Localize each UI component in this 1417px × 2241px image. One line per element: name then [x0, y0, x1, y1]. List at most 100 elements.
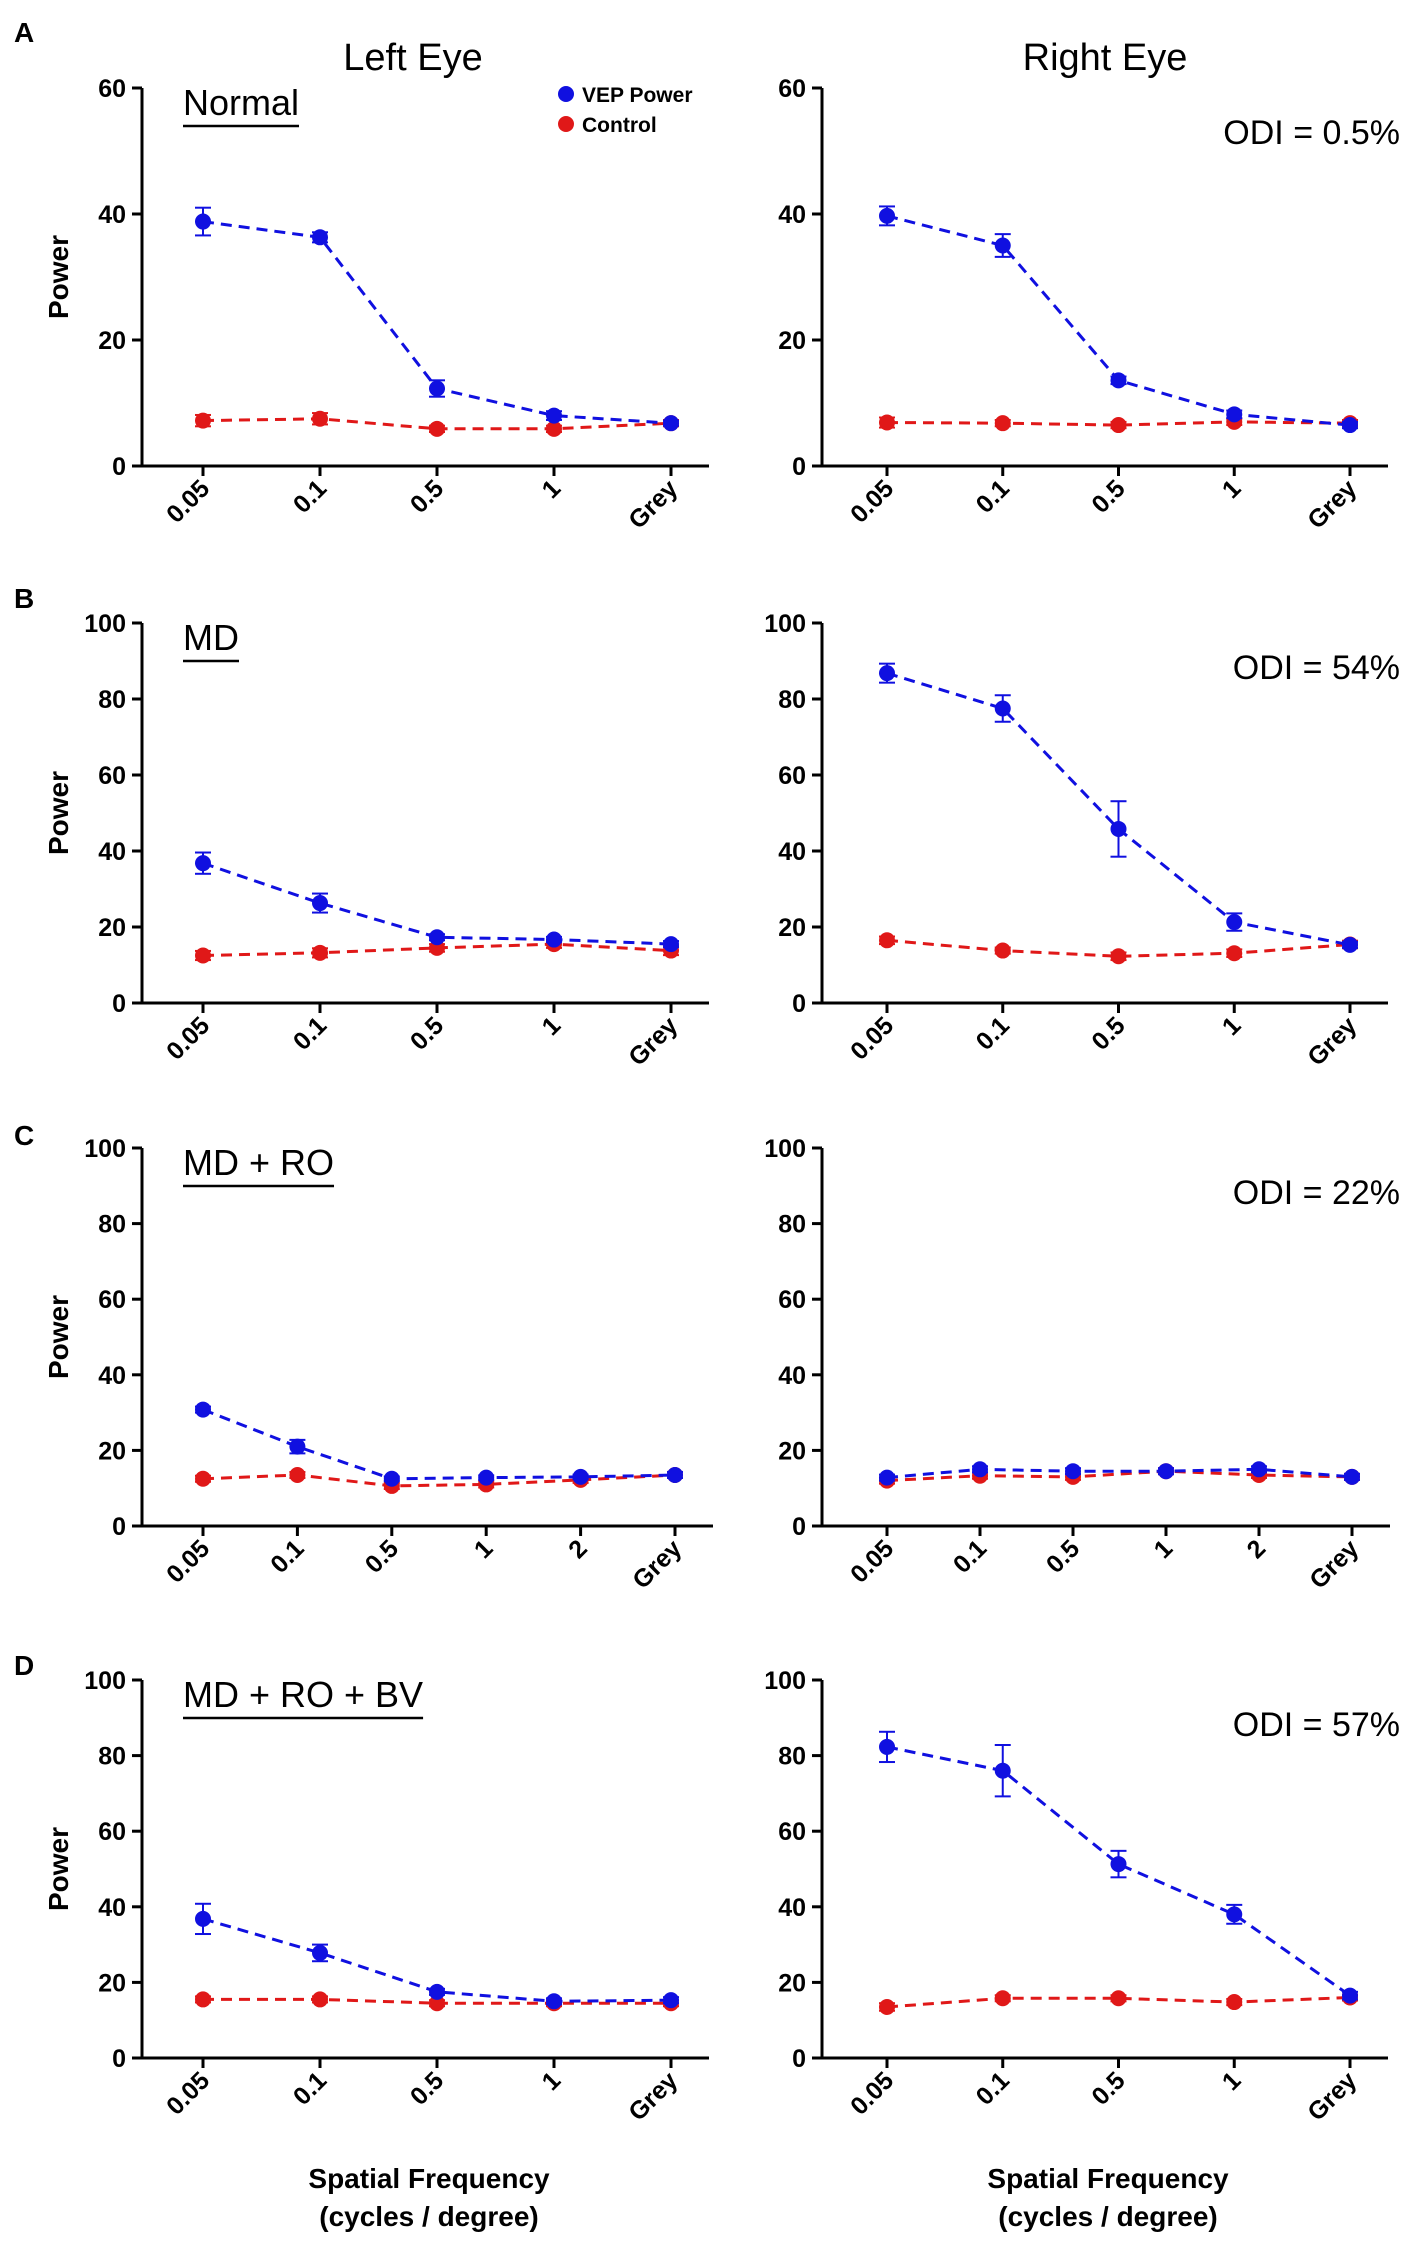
- column-title-left-eye: Left Eye: [343, 37, 482, 79]
- panel-b-right-vep-point-0: [879, 665, 895, 682]
- panel-b-left-xtick-label-4: Grey: [623, 1011, 683, 1071]
- panel-c-left-xtick-label-5: Grey: [627, 1534, 687, 1594]
- panel-a-left-vep-point-4: [663, 415, 679, 432]
- panel-b-left-ytick-label-0: 0: [112, 990, 126, 1018]
- panel-d-left-ytick-label-0: 0: [112, 2045, 126, 2073]
- panel-a-right-xtick-label-3: 1: [1217, 474, 1247, 504]
- panel-c-left-ytick-label-100: 100: [84, 1135, 126, 1163]
- panel-a-right: 0 20 40 60 0.05 0.1 0.5 1 Grey ODI = 0.5%: [778, 75, 1400, 535]
- panel-b-left-ytick-label-60: 60: [98, 762, 126, 790]
- panel-a-right-vep-point-2: [1110, 372, 1127, 389]
- panel-b-right-ytick-label-100: 100: [764, 610, 806, 638]
- panel-c-left-vep-point-5: [667, 1466, 683, 1483]
- panel-letter-a: A: [14, 17, 34, 48]
- panel-d-left-xtick-label-2: 0.5: [405, 2066, 449, 2110]
- panel-a-right-vep-point-1: [994, 237, 1011, 254]
- panel-d-right-ytick-label-40: 40: [778, 1894, 806, 1922]
- panel-a-left-ytick-label-0: 0: [112, 453, 126, 481]
- panel-b-right-xtick-label-4: Grey: [1302, 1011, 1362, 1071]
- panel-a-left-xtick-label-1: 0.1: [288, 474, 332, 518]
- panel-c-left-vep-point-3: [478, 1469, 495, 1486]
- panel-a-left-control-point-3: [546, 420, 562, 437]
- panel-b-right-vep-point-3: [1226, 914, 1243, 931]
- panel-d-right-control-point-3: [1226, 1994, 1243, 2011]
- panel-a-left-xtick-label-4: Grey: [623, 474, 683, 534]
- panel-letter-d: D: [14, 1650, 34, 1681]
- panel-c-left-vep-point-4: [572, 1468, 589, 1485]
- panel-c-right-xtick-label-2: 0.5: [1041, 1534, 1085, 1578]
- panel-letter-c: C: [14, 1120, 34, 1151]
- panel-a-right-vep-point-0: [879, 207, 895, 224]
- panel-b-right-odi-label: ODI = 54%: [1233, 649, 1400, 687]
- panel-a-left-ytick-label-20: 20: [98, 327, 126, 355]
- panel-c-right-xtick-label-1: 0.1: [948, 1534, 992, 1578]
- panel-d-right-xtick-label-1: 0.1: [971, 2066, 1015, 2110]
- x-axis-title-left: Spatial Frequency: [308, 2163, 550, 2194]
- panel-b-right-ytick-label-60: 60: [778, 762, 806, 790]
- panel-c-right-ytick-label-80: 80: [778, 1211, 806, 1239]
- panel-d-left: 0 20 40 60 80 100 0.05 0.1 0.5 1 Grey Power MD + RO …: [43, 1667, 709, 2127]
- panel-a-right-control-point-2: [1110, 417, 1127, 434]
- panel-d-left-vep-line: [202, 1917, 672, 2003]
- panel-d-right-control-point-2: [1110, 1990, 1127, 2007]
- panel-b-left-y-axis-title: Power: [43, 771, 74, 855]
- panel-b-right: 0 20 40 60 80 100 0.05 0.1 0.5 1 Grey ODI = 54%: [764, 610, 1400, 1072]
- panel-b-left-ytick-label-40: 40: [98, 838, 126, 866]
- panel-c-left-ytick-label-20: 20: [98, 1437, 126, 1465]
- panel-a-left-ytick-label-60: 60: [98, 75, 126, 103]
- panel-b-right-ytick-label-40: 40: [778, 838, 806, 866]
- panel-d-right-xtick-label-3: 1: [1217, 2066, 1247, 2096]
- panel-d-right-ytick-label-0: 0: [792, 2045, 806, 2073]
- panel-b-right-xtick-label-1: 0.1: [971, 1011, 1015, 1055]
- panel-d-right-ytick-label-60: 60: [778, 1818, 806, 1846]
- panel-b-right-vep-point-4: [1342, 936, 1358, 953]
- panel-b-right-vep-point-2: [1110, 820, 1127, 837]
- panel-b-left-vep-point-0: [195, 855, 211, 872]
- panel-c-left-control-point-0: [195, 1470, 211, 1487]
- panel-d-right-vep-point-2: [1110, 1856, 1127, 1873]
- panel-b-left-ytick-label-100: 100: [84, 610, 126, 638]
- panel-c-left-xtick-label-2: 0.5: [360, 1534, 404, 1578]
- panel-a-left-xtick-label-0: 0.05: [161, 474, 215, 528]
- panel-a-left-vep-point-1: [312, 229, 328, 246]
- panel-c-right-ytick-label-20: 20: [778, 1437, 806, 1465]
- panel-c-right-xtick-label-5: Grey: [1304, 1534, 1364, 1594]
- panel-d-right-control-point-0: [879, 1998, 895, 2015]
- panel-c-right: 0 20 40 60 80 100 0.05 0.1 0.5 1 2 Grey ODI = 22%: [764, 1135, 1400, 1595]
- panel-b-left-ytick-label-20: 20: [98, 914, 126, 942]
- panel-c-right-vep-point-4: [1251, 1461, 1267, 1478]
- panel-a-left-ytick-label-40: 40: [98, 201, 126, 229]
- panel-c-left-ytick-label-40: 40: [98, 1362, 126, 1390]
- panel-b-right-xtick-label-2: 0.5: [1086, 1011, 1130, 1055]
- panel-d-right-xtick-label-4: Grey: [1302, 2066, 1362, 2126]
- panel-c-right-vep-point-2: [1065, 1463, 1081, 1480]
- panel-a-right-ytick-label-20: 20: [778, 327, 806, 355]
- panel-a-left-y-axis-title: Power: [43, 235, 74, 319]
- panel-d-left-ytick-label-40: 40: [98, 1894, 126, 1922]
- panel-d-left-y-axis-title: Power: [43, 1827, 74, 1911]
- panel-c-left-xtick-label-0: 0.05: [161, 1534, 215, 1588]
- panel-d-right-vep-point-0: [879, 1738, 895, 1755]
- panel-b-right-control-point-3: [1226, 945, 1243, 962]
- panel-b-left-condition-label: MD: [183, 617, 239, 658]
- panel-b-right-control-point-1: [994, 942, 1011, 959]
- panel-d-right-ytick-label-20: 20: [778, 1969, 806, 1997]
- panel-a-left-control-point-1: [312, 410, 328, 427]
- panel-d-left-vep-point-3: [546, 1993, 562, 2010]
- panel-a-right-vep-point-3: [1226, 406, 1243, 423]
- panel-c-left-control-line: [202, 1473, 676, 1488]
- panel-b-left-xtick-label-1: 0.1: [288, 1011, 332, 1055]
- panel-c-left-ytick-label-0: 0: [112, 1513, 126, 1541]
- panel-c-left-control-point-1: [289, 1466, 306, 1483]
- panel-letter-b: B: [14, 583, 34, 614]
- legend-control-marker: [558, 116, 574, 132]
- panel-c-right-vep-point-1: [972, 1461, 988, 1478]
- panel-d-right-vep-line: [886, 1745, 1351, 1997]
- panel-c-right-ytick-label-0: 0: [792, 1513, 806, 1541]
- panel-c-left-xtick-label-4: 2: [563, 1534, 593, 1564]
- panel-d-right-xtick-label-2: 0.5: [1086, 2066, 1130, 2110]
- panel-b-left-control-point-1: [312, 944, 328, 961]
- panel-c-left-ytick-label-60: 60: [98, 1286, 126, 1314]
- panel-a-right-xtick-label-1: 0.1: [971, 474, 1015, 518]
